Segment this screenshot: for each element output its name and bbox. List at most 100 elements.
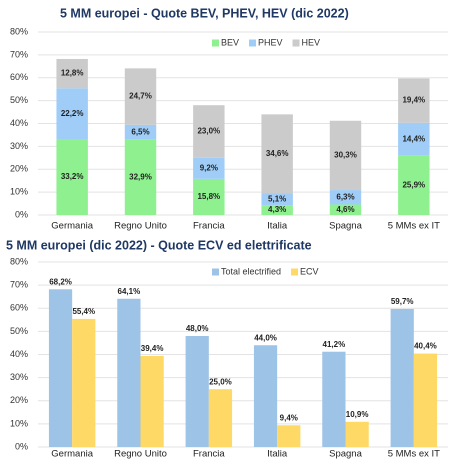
bar-segment	[329, 204, 362, 215]
data-label: 44,0%	[254, 333, 277, 342]
bar-segment	[261, 114, 293, 194]
legend-label: HEV	[302, 37, 321, 47]
x-tick-label: Germania	[51, 449, 93, 459]
data-label: 64,1%	[118, 287, 141, 296]
chart-title: 5 MM europei (dic 2022) - Quote ECV ed e…	[6, 238, 312, 252]
y-tick-label: 70%	[10, 280, 28, 290]
bar	[185, 336, 209, 447]
data-label: 14,4%	[402, 134, 425, 143]
data-label: 19,4%	[402, 96, 425, 105]
x-tick-label: Italia	[267, 221, 288, 232]
data-label: 25,0%	[209, 377, 232, 386]
bar	[390, 308, 414, 447]
y-tick-label: 10%	[10, 418, 28, 428]
bar-segment	[398, 155, 430, 215]
data-label: 22,2%	[61, 109, 84, 118]
bar-segment	[56, 139, 88, 215]
data-label: 68,2%	[49, 277, 72, 286]
bar-segment	[329, 190, 362, 205]
y-tick-label: 10%	[10, 187, 28, 197]
legend-swatch	[212, 268, 219, 276]
bar	[253, 345, 278, 447]
bar-segment	[398, 78, 430, 123]
bar	[140, 355, 164, 447]
y-tick-label: 70%	[10, 49, 28, 59]
legend-label: PHEV	[258, 37, 283, 47]
legend-label: ECV	[300, 266, 319, 276]
y-tick-label: 30%	[10, 141, 28, 151]
data-label: 40,4%	[414, 342, 437, 351]
data-label: 4,6%	[336, 205, 354, 214]
y-tick-label: 20%	[10, 395, 28, 405]
y-tick-label: 80%	[10, 256, 28, 266]
y-tick-label: 60%	[10, 303, 28, 313]
y-tick-label: 40%	[10, 349, 28, 359]
bar	[48, 289, 73, 447]
bar	[345, 421, 369, 447]
data-label: 48,0%	[186, 324, 209, 333]
x-tick-label: Francia	[193, 449, 225, 459]
data-label: 15,8%	[197, 192, 220, 201]
bar-segment	[56, 58, 88, 89]
x-tick-label: Italia	[267, 449, 288, 459]
x-tick-label: Francia	[193, 221, 225, 232]
bar	[72, 318, 96, 447]
bar	[413, 353, 438, 447]
legend-label: Total electrified	[221, 266, 281, 276]
x-tick-label: Regno Unito	[114, 221, 167, 232]
data-label: 5,1%	[268, 194, 286, 203]
bar-segment	[398, 122, 430, 156]
bar-segment	[329, 120, 362, 191]
bar	[277, 425, 301, 447]
x-tick-label: 5 MMs ex IT	[388, 221, 440, 232]
x-tick-label: Regno Unito	[114, 449, 167, 459]
legend-swatch	[292, 39, 300, 47]
bar-segment	[193, 157, 225, 179]
bar	[322, 351, 346, 447]
y-tick-label: 20%	[10, 164, 28, 174]
bar	[208, 389, 233, 447]
data-label: 9,2%	[200, 163, 218, 172]
y-tick-label: 60%	[10, 72, 28, 82]
data-label: 34,6%	[266, 149, 289, 158]
bar-segment	[261, 193, 293, 206]
x-tick-label: Spagna	[329, 221, 362, 232]
data-label: 32,9%	[129, 172, 152, 181]
bar-segment	[193, 178, 225, 215]
data-label: 33,2%	[61, 172, 84, 181]
data-label: 41,2%	[323, 340, 346, 349]
x-tick-label: Germania	[51, 221, 93, 232]
x-tick-label: 5 MMs ex IT	[388, 449, 440, 459]
y-tick-label: 80%	[10, 26, 28, 36]
bar-segment	[124, 139, 157, 215]
legend-swatch	[291, 268, 299, 276]
bar-segment	[193, 105, 225, 158]
bar-segment	[124, 68, 157, 125]
y-tick-label: 40%	[10, 118, 28, 128]
bar-segment	[261, 205, 293, 215]
legend-swatch	[212, 39, 219, 47]
x-tick-label: Spagna	[329, 449, 362, 459]
data-label: 25,9%	[402, 180, 425, 189]
data-label: 24,7%	[129, 92, 152, 101]
chart-title: 5 MM europei - Quote BEV, PHEV, HEV (dic…	[60, 6, 349, 20]
bar-segment	[56, 88, 88, 140]
data-label: 39,4%	[141, 344, 164, 353]
data-label: 23,0%	[197, 127, 220, 136]
data-label: 10,9%	[346, 410, 369, 419]
y-tick-label: 0%	[15, 441, 28, 451]
legend-swatch	[249, 39, 257, 47]
y-tick-label: 0%	[15, 209, 28, 219]
data-label: 30,3%	[334, 151, 357, 160]
data-label: 6,5%	[131, 127, 149, 136]
data-label: 4,3%	[268, 205, 286, 214]
data-label: 12,8%	[61, 69, 84, 78]
y-tick-label: 50%	[10, 326, 28, 336]
bar	[117, 298, 141, 447]
y-tick-label: 50%	[10, 95, 28, 105]
y-tick-label: 30%	[10, 372, 28, 382]
data-label: 6,3%	[336, 192, 354, 201]
data-label: 9,4%	[280, 413, 298, 422]
bar-segment	[124, 124, 157, 140]
